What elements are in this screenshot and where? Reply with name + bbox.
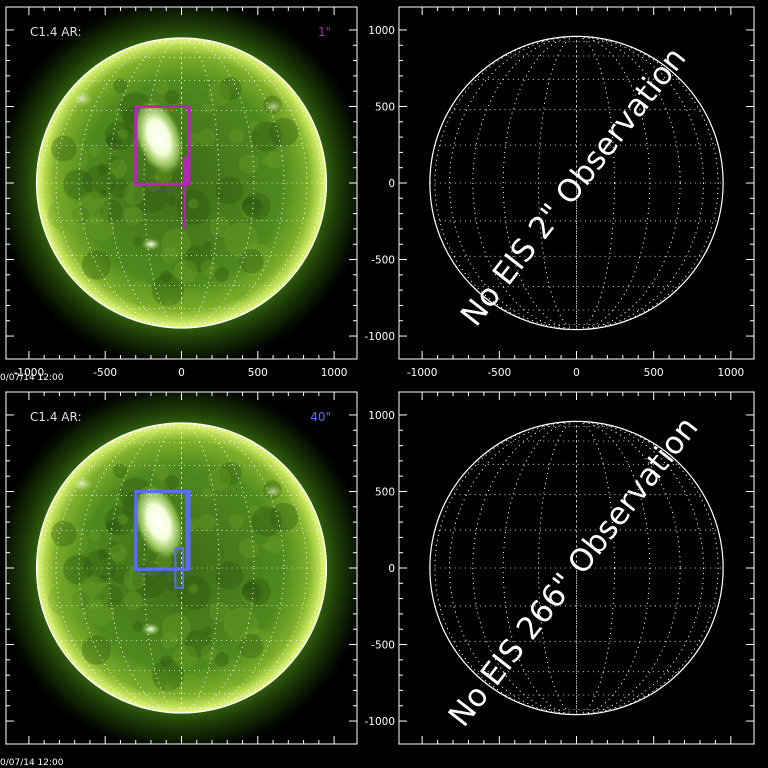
- x-tick-label: -500: [93, 367, 117, 379]
- solar-limb: [35, 37, 328, 329]
- timestamp: 0/07/14 12:00: [0, 758, 64, 768]
- x-tick-label: 0: [178, 367, 185, 379]
- slit-marker: [183, 156, 190, 185]
- bright-point: [263, 100, 283, 113]
- y-tick-label: 1000: [368, 410, 395, 422]
- eis-fov-overlay: [134, 104, 191, 229]
- longitude-line: [434, 420, 719, 716]
- x-tick-label: 500: [644, 367, 664, 379]
- longitude-line: [538, 35, 615, 331]
- x-tick-label: -1000: [407, 367, 438, 379]
- active-region: [133, 98, 185, 176]
- eis-fov-overlay: [134, 489, 191, 589]
- x-tick-label: 500: [248, 367, 268, 379]
- x-tick-label: 0: [573, 367, 580, 379]
- slit-width-label: 40": [310, 410, 331, 424]
- slit-width-label: 1": [318, 25, 331, 39]
- y-tick-label: -500: [371, 255, 395, 267]
- x-tick-label: 1000: [321, 367, 348, 379]
- tick-marks: [399, 7, 754, 359]
- longitude-line: [502, 35, 651, 331]
- timestamp: 0/07/14 12:00: [0, 373, 64, 383]
- solar-limb: [429, 420, 724, 716]
- heliographic-grid: [429, 35, 724, 331]
- active-region: [133, 483, 185, 561]
- disk-texture: [48, 462, 299, 695]
- y-tick-label: 1000: [368, 25, 395, 37]
- bright-point: [141, 623, 161, 636]
- y-tick-label: 0: [388, 563, 395, 575]
- y-tick-label: -1000: [364, 331, 395, 343]
- longitude-line: [434, 35, 719, 331]
- panel-top-left: C1.4 AR: 1" 0/07/14 12:00-1000 -500 0 500 1000: [0, 6, 358, 383]
- bright-point: [263, 485, 283, 498]
- longitude-line: [538, 420, 615, 716]
- tick-marks: [399, 392, 754, 744]
- slit-marker: [185, 491, 190, 570]
- y-tick-label: 500: [375, 101, 395, 113]
- no-observation-message: No EIS 2" Observation: [454, 41, 693, 333]
- bright-point: [71, 476, 93, 492]
- longitude-line: [472, 35, 681, 331]
- longitude-line: [41, 37, 322, 329]
- x-tick-label: -1000: [14, 367, 45, 379]
- x-tick-label: 1000: [717, 367, 744, 379]
- tick-marks: [6, 392, 357, 744]
- tick-marks: [6, 7, 357, 359]
- raster-fov-box: [134, 104, 191, 186]
- euv-sun-image: [6, 392, 357, 744]
- euv-sun-image: [6, 7, 357, 359]
- bright-point: [71, 91, 93, 107]
- no-observation-message: No EIS 266" Observation: [442, 410, 706, 733]
- longitude-line: [55, 37, 308, 329]
- longitude-line: [502, 420, 651, 716]
- y-tick-label: -1000: [364, 716, 395, 728]
- x-tick-label: -500: [487, 367, 511, 379]
- longitude-line: [41, 422, 322, 714]
- slit-fov-box: [174, 547, 185, 589]
- panel-top-right: No EIS 2" Observation -1000 -500 0 500 1000 10…: [364, 6, 755, 379]
- flare-label: C1.4 AR:: [30, 25, 82, 39]
- longitude-line: [472, 420, 681, 716]
- longitude-line: [55, 422, 308, 714]
- panel-bottom-right: No EIS 266" Observation 1000 500 0 -500 -1000: [364, 391, 755, 745]
- panel-bottom-left: C1.4 AR: 40" 0/07/14 12:00: [0, 391, 358, 768]
- solar-limb: [35, 422, 328, 714]
- flare-label: C1.4 AR:: [30, 410, 82, 424]
- solar-limb: [429, 35, 724, 331]
- y-tick-label: 0: [388, 178, 395, 190]
- y-tick-label: 500: [375, 486, 395, 498]
- y-tick-label: -500: [371, 640, 395, 652]
- bright-point: [141, 238, 161, 251]
